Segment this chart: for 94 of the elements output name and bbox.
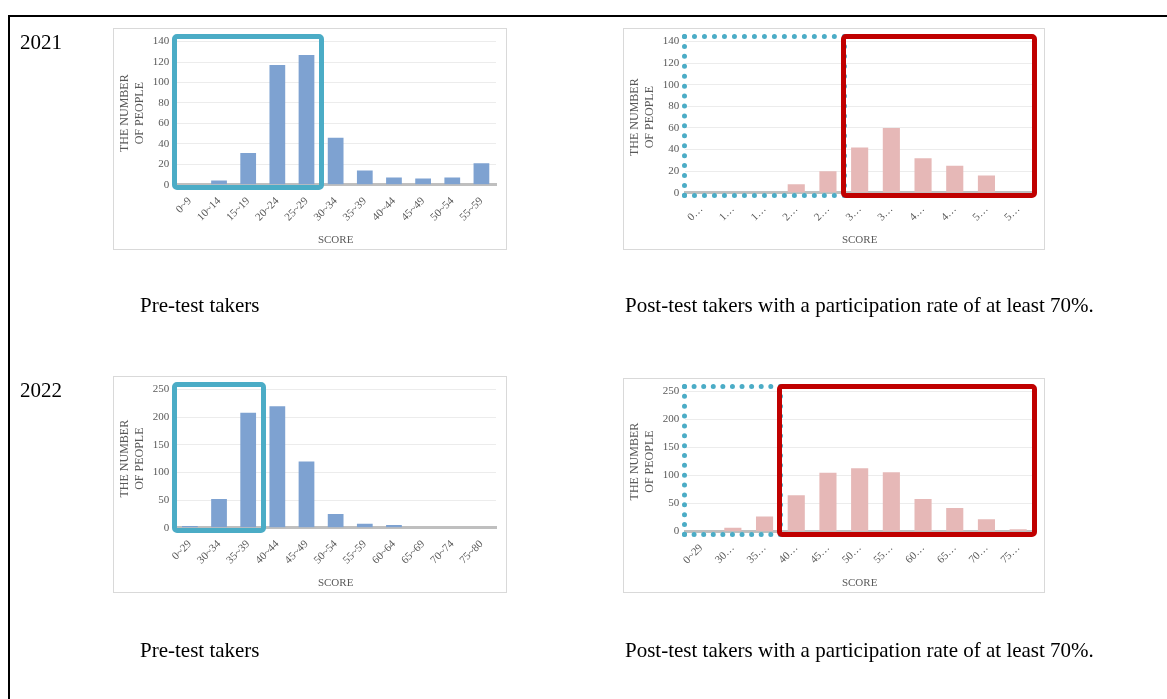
bar (946, 508, 964, 532)
y-tick-label: 100 (662, 468, 680, 481)
y-tick-label: 0 (163, 177, 170, 190)
y-tick-label: 80 (158, 95, 170, 108)
y-tick-label: 50 (668, 496, 680, 509)
y-tick-label: 60 (158, 116, 170, 129)
bar (755, 516, 774, 532)
x-tick-label: 35… (743, 541, 769, 566)
y-tick-label: 40 (668, 142, 680, 155)
y-tick-label: 150 (662, 440, 680, 453)
y-tick-label: 150 (152, 437, 170, 450)
y-tick-label: 20 (158, 157, 170, 170)
y-tick-label: 100 (152, 465, 170, 478)
bar (298, 54, 315, 185)
bar (819, 472, 837, 532)
bar (946, 165, 964, 193)
y-tick-label: 0 (673, 185, 680, 198)
bar (851, 468, 869, 532)
x-tick-label: 70… (965, 541, 990, 566)
x-tick-label: 0~9 (172, 193, 194, 215)
x-tick-label: 60… (902, 541, 927, 566)
y-axis-title: THE NUMBER OF PEOPLE (117, 419, 146, 498)
bar (415, 178, 431, 185)
x-tick-label: 30… (712, 541, 737, 566)
x-axis-title: SCORE (317, 233, 354, 246)
x-tick-label: 2… (811, 202, 832, 223)
y-tick-label: 100 (662, 77, 680, 90)
bar (356, 523, 373, 528)
bar (298, 461, 315, 528)
bar (914, 158, 932, 193)
y-tick-label: 50 (158, 492, 170, 505)
bar (356, 170, 373, 185)
text: Pre-test takers (140, 637, 261, 663)
x-tick-label: 40… (775, 541, 800, 566)
y-tick-label: 120 (152, 54, 170, 67)
x-tick-label: 4… (906, 202, 927, 223)
y-tick-label: 80 (668, 99, 680, 112)
y-tick-label: 200 (152, 410, 170, 423)
y-tick-label: 200 (662, 412, 680, 425)
text: Pre-test takers (140, 292, 261, 318)
x-axis-title: SCORE (317, 576, 354, 589)
y-tick-label: 0 (673, 524, 680, 537)
x-tick-label: 65… (934, 541, 959, 566)
bar (473, 163, 490, 185)
y-tick-label: 100 (152, 75, 170, 88)
bar (269, 65, 286, 185)
x-tick-label: 3… (874, 202, 895, 223)
x-tick-label: 55… (870, 541, 895, 566)
y-tick-label: 0 (163, 520, 170, 533)
y-tick-label: 120 (662, 56, 680, 69)
chart-title: 2021 (20, 30, 62, 55)
bar (211, 498, 227, 528)
bar (240, 412, 257, 528)
y-tick-label: 250 (152, 382, 170, 395)
y-axis-title: THE NUMBER OF PEOPLE (627, 422, 656, 501)
bar (977, 519, 996, 532)
bar (882, 128, 900, 193)
bar (327, 137, 344, 185)
text: Post-test takers with a participation rate of at least 70%. (625, 637, 1095, 663)
bar (444, 177, 461, 185)
x-tick-label: 0… (684, 202, 705, 223)
y-tick-label: 140 (662, 34, 680, 47)
x-tick-label: 50… (839, 541, 864, 566)
x-tick-label: 75… (997, 541, 1022, 566)
bar (977, 175, 996, 193)
x-axis-title: SCORE (841, 576, 878, 589)
bar (882, 472, 900, 532)
text: Post-test takers with a participation rate of at least 70%. (625, 292, 1095, 318)
bar (269, 406, 286, 528)
y-tick-label: 140 (152, 34, 170, 47)
bar (851, 147, 869, 193)
bar (787, 495, 805, 532)
bar (327, 513, 344, 528)
x-tick-label: 45… (807, 541, 832, 566)
x-tick-label: 1… (716, 202, 737, 223)
chart-title: 2022 (20, 378, 62, 403)
bar (819, 171, 837, 193)
x-tick-label: 3… (842, 202, 864, 223)
bar (240, 153, 257, 185)
y-axis-title: THE NUMBER OF PEOPLE (627, 78, 656, 157)
bar (386, 177, 402, 185)
y-tick-label: 250 (662, 384, 680, 397)
y-tick-label: 20 (668, 164, 680, 177)
x-tick-label: 2… (779, 202, 800, 223)
x-tick-label: 4… (938, 202, 959, 223)
x-tick-label: 1… (747, 202, 769, 223)
bar (787, 184, 805, 193)
y-axis-title: THE NUMBER OF PEOPLE (117, 74, 146, 152)
x-tick-label: 5… (969, 202, 990, 223)
bar (914, 499, 932, 532)
x-axis-title: SCORE (841, 233, 878, 246)
x-tick-label: 5… (1001, 202, 1022, 223)
y-tick-label: 40 (158, 136, 170, 149)
y-tick-label: 60 (668, 120, 680, 133)
